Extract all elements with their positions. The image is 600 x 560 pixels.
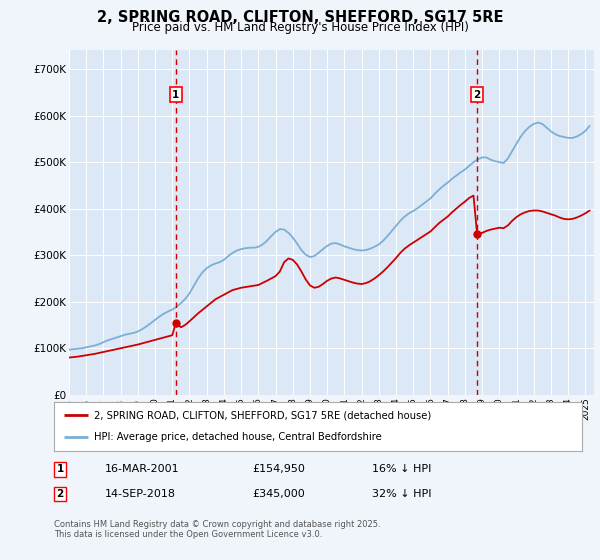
Text: 14-SEP-2018: 14-SEP-2018 <box>105 489 176 499</box>
Text: 32% ↓ HPI: 32% ↓ HPI <box>372 489 431 499</box>
Text: 1: 1 <box>56 464 64 474</box>
Text: Price paid vs. HM Land Registry's House Price Index (HPI): Price paid vs. HM Land Registry's House … <box>131 21 469 34</box>
Text: HPI: Average price, detached house, Central Bedfordshire: HPI: Average price, detached house, Cent… <box>94 432 382 442</box>
Text: £345,000: £345,000 <box>252 489 305 499</box>
Text: £154,950: £154,950 <box>252 464 305 474</box>
Text: 2: 2 <box>473 90 481 100</box>
Text: 16-MAR-2001: 16-MAR-2001 <box>105 464 179 474</box>
Text: 2, SPRING ROAD, CLIFTON, SHEFFORD, SG17 5RE (detached house): 2, SPRING ROAD, CLIFTON, SHEFFORD, SG17 … <box>94 410 431 421</box>
Text: 2: 2 <box>56 489 64 499</box>
Text: 1: 1 <box>172 90 179 100</box>
Text: 2, SPRING ROAD, CLIFTON, SHEFFORD, SG17 5RE: 2, SPRING ROAD, CLIFTON, SHEFFORD, SG17 … <box>97 10 503 25</box>
Text: 16% ↓ HPI: 16% ↓ HPI <box>372 464 431 474</box>
Text: Contains HM Land Registry data © Crown copyright and database right 2025.
This d: Contains HM Land Registry data © Crown c… <box>54 520 380 539</box>
